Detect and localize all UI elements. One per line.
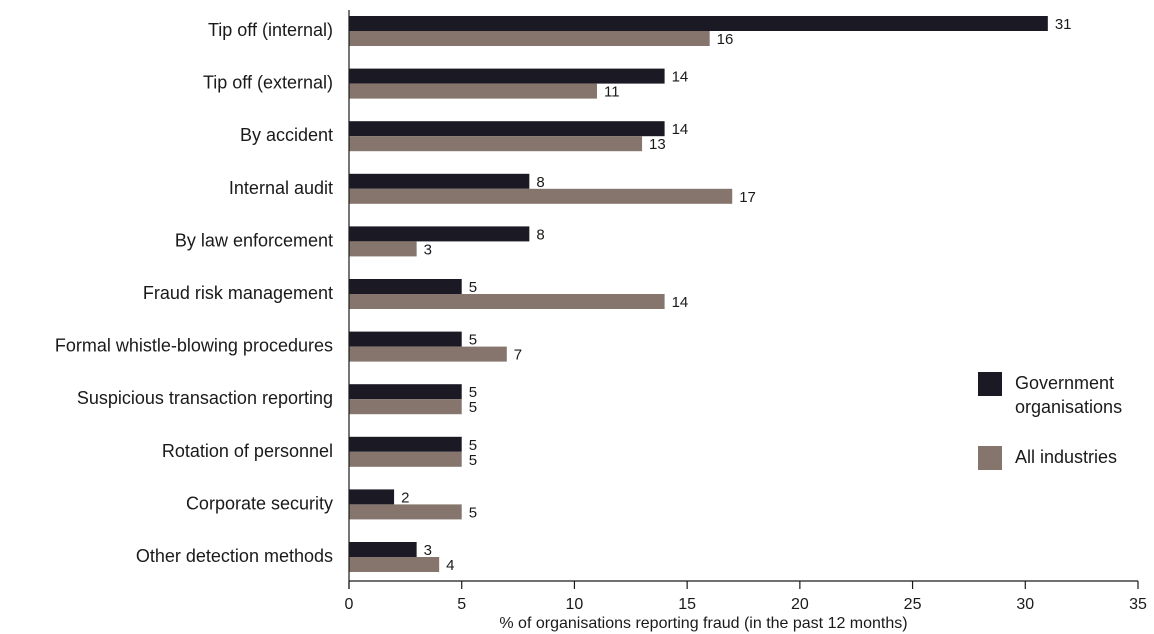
- legend-swatch-government: [978, 372, 1002, 396]
- category-label: By accident: [240, 125, 333, 145]
- bar-government: [349, 542, 417, 557]
- data-label: 11: [604, 84, 620, 101]
- data-label: 5: [469, 504, 477, 521]
- bar-all-industries: [349, 188, 733, 204]
- bar-all-industries: [349, 241, 417, 257]
- legend: Government organisations All industries: [978, 372, 1122, 470]
- x-tick-label: 0: [345, 596, 354, 613]
- data-label: 5: [469, 399, 477, 416]
- x-axis-title: % of organisations reporting fraud (in t…: [499, 615, 907, 632]
- data-label: 5: [469, 332, 477, 349]
- bar-government: [349, 226, 530, 242]
- legend-swatch-all-industries: [978, 446, 1002, 470]
- bar-all-industries: [349, 504, 462, 520]
- data-label: 14: [672, 294, 689, 311]
- x-ticks: 0 5 10 15 20 25 30 35: [345, 581, 1147, 613]
- bar-government: [349, 384, 462, 400]
- category-label: Corporate security: [186, 493, 333, 513]
- legend-label: All industries: [1015, 447, 1117, 467]
- category-label: Other detection methods: [136, 546, 333, 566]
- bars-layer: [349, 16, 1048, 572]
- bar-government: [349, 16, 1048, 31]
- data-label: 2: [401, 489, 409, 506]
- x-tick-label: 15: [678, 596, 696, 613]
- category-label: Internal audit: [229, 178, 333, 198]
- bar-all-industries: [349, 346, 507, 362]
- data-label: 13: [649, 136, 666, 153]
- bar-all-industries: [349, 294, 665, 309]
- data-label: 14: [672, 69, 689, 86]
- category-label: Rotation of personnel: [162, 441, 333, 461]
- bar-all-industries: [349, 83, 597, 99]
- bar-government: [349, 331, 462, 347]
- category-label: Tip off (internal): [208, 20, 333, 40]
- x-tick-label: 30: [1016, 596, 1034, 613]
- data-label: 5: [469, 384, 477, 401]
- category-label: Formal whistle-blowing procedures: [55, 336, 333, 356]
- bar-government: [349, 436, 462, 452]
- data-label: 5: [469, 437, 477, 454]
- bar-government: [349, 279, 462, 294]
- bar-government: [349, 121, 665, 137]
- x-tick-label: 20: [791, 596, 809, 613]
- category-label: Suspicious transaction reporting: [77, 388, 333, 408]
- data-label: 5: [469, 279, 477, 296]
- data-label: 7: [514, 347, 522, 364]
- x-tick-label: 35: [1129, 596, 1147, 613]
- x-tick-label: 25: [904, 596, 922, 613]
- data-label: 5: [469, 452, 477, 469]
- category-label: By law enforcement: [175, 230, 333, 250]
- bar-all-industries: [349, 31, 710, 46]
- bar-all-industries: [349, 557, 440, 572]
- x-tick-label: 5: [457, 596, 466, 613]
- category-label: Tip off (external): [203, 73, 333, 93]
- bar-all-industries: [349, 399, 462, 415]
- data-label: 3: [424, 542, 432, 559]
- bar-all-industries: [349, 451, 462, 467]
- category-labels: Tip off (internal) Tip off (external) By a…: [55, 20, 333, 566]
- data-label: 8: [536, 174, 544, 191]
- bar-all-industries: [349, 136, 643, 152]
- legend-label: organisations: [1015, 397, 1122, 417]
- data-label: 4: [446, 557, 454, 574]
- category-label: Fraud risk management: [143, 283, 333, 303]
- data-label: 16: [717, 31, 734, 48]
- data-label: 17: [739, 189, 756, 206]
- bar-government: [349, 173, 530, 189]
- legend-label: Government: [1015, 373, 1114, 393]
- bar-government: [349, 68, 665, 84]
- x-tick-label: 10: [566, 596, 584, 613]
- data-label: 31: [1055, 16, 1072, 33]
- data-label: 8: [536, 226, 544, 243]
- x-axis: [348, 10, 1138, 589]
- data-label: 3: [424, 241, 432, 258]
- data-label: 14: [672, 121, 689, 138]
- bar-government: [349, 489, 395, 505]
